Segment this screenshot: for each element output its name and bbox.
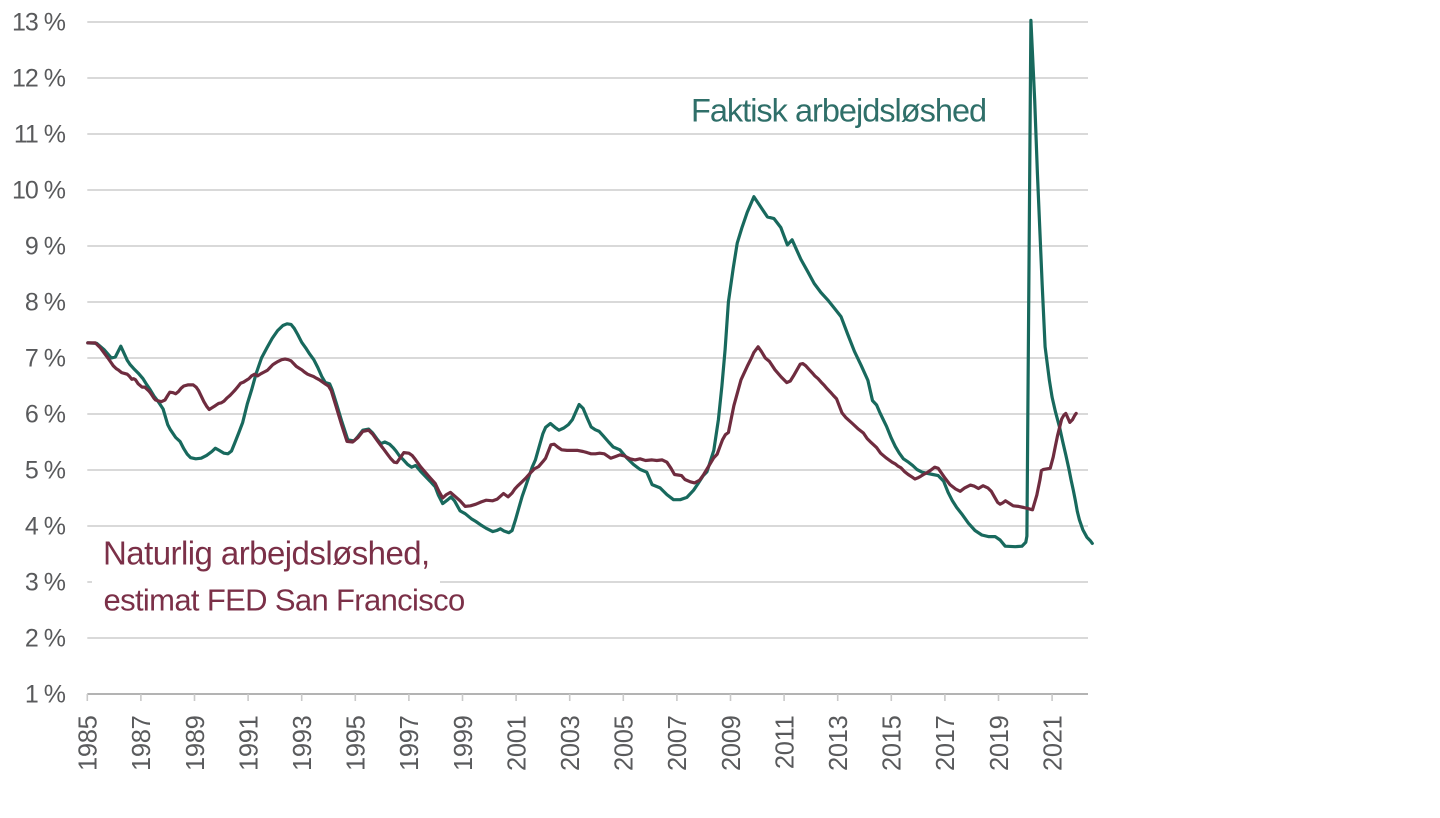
svg-text:2001: 2001 xyxy=(503,716,531,772)
svg-text:1987: 1987 xyxy=(128,716,156,772)
svg-text:Naturlig arbejdsløshed,: Naturlig arbejdsløshed, xyxy=(103,535,430,572)
svg-text:2021: 2021 xyxy=(1039,716,1067,772)
svg-text:12 %: 12 % xyxy=(12,64,66,92)
svg-text:6 %: 6 % xyxy=(25,400,66,428)
svg-text:2 %: 2 % xyxy=(25,624,66,652)
svg-text:1 %: 1 % xyxy=(25,680,66,708)
svg-text:1985: 1985 xyxy=(75,715,103,771)
svg-text:2009: 2009 xyxy=(718,716,746,772)
svg-text:Faktisk arbejdsløshed: Faktisk arbejdsløshed xyxy=(691,93,986,129)
svg-text:13 %: 13 % xyxy=(12,8,66,36)
svg-text:1995: 1995 xyxy=(343,715,371,771)
svg-text:4 %: 4 % xyxy=(25,512,66,540)
svg-text:2015: 2015 xyxy=(879,715,907,771)
svg-text:3 %: 3 % xyxy=(25,568,66,596)
svg-text:9 %: 9 % xyxy=(25,232,66,260)
svg-text:2003: 2003 xyxy=(557,715,585,771)
svg-text:2005: 2005 xyxy=(611,715,639,771)
svg-text:2019: 2019 xyxy=(986,716,1014,772)
svg-text:10 %: 10 % xyxy=(12,176,66,204)
svg-text:1989: 1989 xyxy=(182,716,210,772)
svg-text:2007: 2007 xyxy=(664,716,692,772)
svg-text:8 %: 8 % xyxy=(25,288,66,316)
svg-text:5 %: 5 % xyxy=(25,456,66,484)
svg-text:11 %: 11 % xyxy=(14,120,66,148)
svg-text:1997: 1997 xyxy=(396,716,424,772)
svg-text:1999: 1999 xyxy=(450,716,478,772)
svg-text:2017: 2017 xyxy=(932,716,960,772)
svg-text:1993: 1993 xyxy=(289,715,317,771)
svg-text:2013: 2013 xyxy=(825,715,853,771)
svg-text:2011: 2011 xyxy=(771,716,799,770)
svg-text:1991: 1991 xyxy=(235,716,263,772)
svg-text:estimat FED San Francisco: estimat FED San Francisco xyxy=(104,583,465,618)
svg-text:7 %: 7 % xyxy=(25,344,66,372)
